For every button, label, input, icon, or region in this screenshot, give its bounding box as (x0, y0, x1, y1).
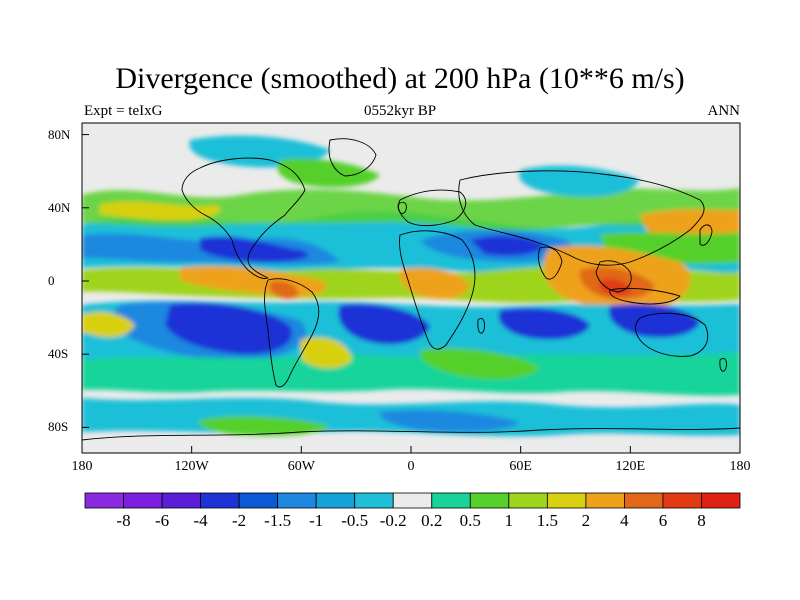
field-south-green (82, 352, 740, 396)
field-band-north-darkblue (200, 236, 309, 262)
experiment-label: Expt = teIxG (84, 103, 163, 119)
colorbar-level-label: 0.2 (421, 511, 443, 530)
colorbar-level-label: -2 (232, 511, 247, 530)
colorbar-level-label: 0.5 (459, 511, 481, 530)
colorbar-box (624, 492, 664, 509)
lon-tick-label: 120W (174, 459, 209, 474)
field-orange-north (640, 209, 740, 241)
colorbar-box (277, 492, 317, 509)
colorbar-box (200, 492, 240, 509)
lon-tick-label: 180 (729, 459, 751, 474)
colorbar-level-label: -6 (154, 511, 170, 530)
lat-tick-label: 0 (48, 273, 55, 288)
colorbar-box (354, 492, 394, 509)
colorbar-box (431, 492, 471, 509)
coast-antarctica (82, 427, 740, 441)
lon-tick-label: 0 (407, 459, 415, 474)
field-tropical-red-3 (600, 278, 632, 296)
lon-tick-label: 180 (71, 459, 93, 474)
field-south-yellow-2 (300, 337, 352, 369)
lat-tick-label: 80S (48, 419, 69, 435)
coast-japan (699, 224, 713, 246)
coast-india (537, 246, 563, 280)
colorbar-level-label: -8 (116, 511, 131, 530)
lat-tick-label: 80N (48, 126, 71, 142)
coast-new-zealand (719, 357, 727, 372)
colorbar-level-label: -4 (193, 511, 208, 530)
map-title: Divergence (smoothed) at 200 hPa (10**6 … (115, 62, 685, 95)
colorbar-box (161, 492, 201, 509)
colorbar-level-label: -0.5 (341, 511, 369, 530)
colorbar-level-label: -1.5 (264, 511, 292, 530)
field-arctic-green (277, 158, 380, 188)
coast-africa (399, 230, 476, 350)
time-label: 0552kyr BP (363, 103, 437, 119)
colorbar-level-label: 2 (581, 511, 591, 530)
field-tropical-red-1 (270, 280, 299, 299)
field-yellow-north (100, 201, 221, 221)
season-label: ANN (707, 103, 741, 119)
colorbar-box (469, 492, 510, 509)
colorbar-box (84, 492, 124, 509)
colorbar-level-label: 6 (658, 511, 668, 530)
field-south-yellow-1 (82, 311, 135, 338)
colorbar-level-label: 1.5 (536, 511, 558, 530)
lon-tick-label: 60W (287, 459, 315, 474)
field-siberia-blue (519, 165, 640, 197)
coast-europe (397, 189, 467, 227)
colorbar-level-label: 8 (697, 511, 706, 530)
colorbar-box (701, 492, 741, 509)
colorbar-box (392, 492, 433, 509)
latitude-ticks (82, 134, 89, 428)
colorbar-level-label: -1 (309, 511, 324, 530)
colorbar-box (238, 492, 279, 509)
colorbar-box (585, 492, 625, 509)
colorbar-level-label: 1 (504, 511, 514, 530)
lon-tick-label: 120E (615, 459, 646, 474)
field-south-darkblue-2 (338, 303, 430, 345)
coast-greenland (328, 138, 377, 177)
field-south-darkblue-1 (165, 302, 292, 355)
coast-madagascar (477, 318, 485, 334)
longitude-ticks (81, 446, 741, 453)
coast-south-america (264, 278, 320, 388)
colorbar-boxes (84, 492, 741, 509)
lat-tick-label: 40S (48, 346, 69, 362)
field-south-darkblue-4 (608, 303, 700, 338)
field-southern-ocean-darkblue (379, 409, 520, 432)
coast-uk (397, 201, 407, 214)
field-antarctic-green (199, 416, 330, 436)
field-green-north (82, 188, 740, 231)
coast-asia (458, 170, 705, 266)
lon-tick-label: 60E (509, 459, 532, 474)
coast-indonesia (609, 287, 681, 305)
colorbar-box (508, 492, 548, 509)
field-band-north-darkblue-2 (470, 235, 545, 256)
colorbar-box (546, 492, 587, 509)
lat-tick-label: 40N (48, 199, 71, 215)
coast-australia (635, 312, 709, 357)
colorbar-box (315, 492, 356, 509)
field-tropical-orange-2 (399, 267, 470, 300)
colorbar-level-label: -0.2 (379, 511, 407, 530)
colorbar-level-label: 4 (620, 511, 629, 530)
coast-se-asia (595, 260, 632, 293)
coast-north-america (181, 157, 306, 279)
field-south-darkblue-3 (498, 307, 590, 340)
colorbar-box (662, 492, 702, 509)
field-south-green-2 (419, 348, 540, 380)
colorbar-box (123, 492, 163, 509)
